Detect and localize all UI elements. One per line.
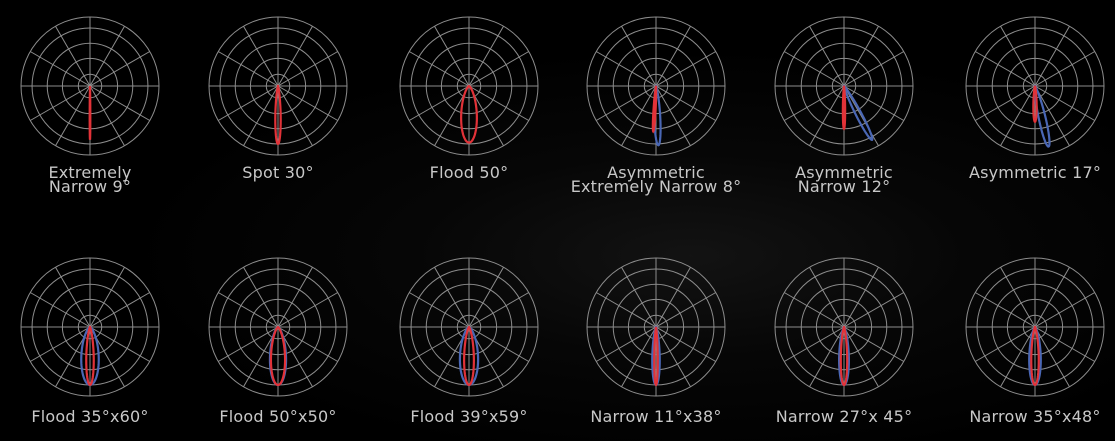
polar-diagram-10 bbox=[586, 257, 726, 397]
red-beam-curve bbox=[1032, 85, 1038, 124]
diagram-caption-12: Narrow 35°x48° bbox=[969, 407, 1101, 426]
red-beam-curve bbox=[269, 325, 287, 387]
polar-diagram-2 bbox=[208, 16, 348, 156]
red-beam-curve bbox=[1030, 325, 1040, 387]
polar-diagram-4 bbox=[586, 16, 726, 156]
diagram-caption-6: Asymmetric 17° bbox=[968, 163, 1102, 182]
diagram-caption-11: Narrow 27°x 45° bbox=[775, 407, 913, 426]
red-beam-curve bbox=[841, 85, 847, 131]
diagram-caption-1: Extremely Narrow 9° bbox=[48, 163, 132, 196]
polar-diagram-12 bbox=[965, 257, 1105, 397]
red-beam-curve bbox=[463, 325, 475, 387]
polar-diagram-7 bbox=[20, 257, 160, 397]
polar-diagram-3 bbox=[399, 16, 539, 156]
polar-diagram-9 bbox=[399, 257, 539, 397]
red-beam-curve bbox=[653, 326, 659, 387]
red-beam-curve bbox=[839, 325, 849, 387]
red-beam-curve bbox=[274, 84, 282, 146]
diagram-caption-7: Flood 35°x60° bbox=[31, 407, 149, 426]
red-beam-curve bbox=[85, 325, 95, 387]
diagram-caption-3: Flood 50° bbox=[429, 163, 509, 182]
red-beam-curve bbox=[88, 86, 92, 140]
polar-diagram-1 bbox=[20, 16, 160, 156]
polar-diagram-6 bbox=[965, 16, 1105, 156]
red-beam-curve bbox=[460, 84, 478, 144]
polar-diagram-5 bbox=[774, 16, 914, 156]
diagram-caption-8: Flood 50°x50° bbox=[219, 407, 337, 426]
red-beam-curve bbox=[651, 85, 658, 134]
diagram-caption-10: Narrow 11°x38° bbox=[590, 407, 722, 426]
polar-diagram-11 bbox=[774, 257, 914, 397]
polar-diagram-8 bbox=[208, 257, 348, 397]
diagram-caption-5: Asymmetric Narrow 12° bbox=[795, 163, 893, 196]
diagram-caption-2: Spot 30° bbox=[242, 163, 314, 182]
polar-grid bbox=[20, 257, 160, 397]
diagram-caption-4: Asymmetric Extremely Narrow 8° bbox=[570, 163, 742, 196]
diagram-caption-9: Flood 39°x59° bbox=[410, 407, 528, 426]
